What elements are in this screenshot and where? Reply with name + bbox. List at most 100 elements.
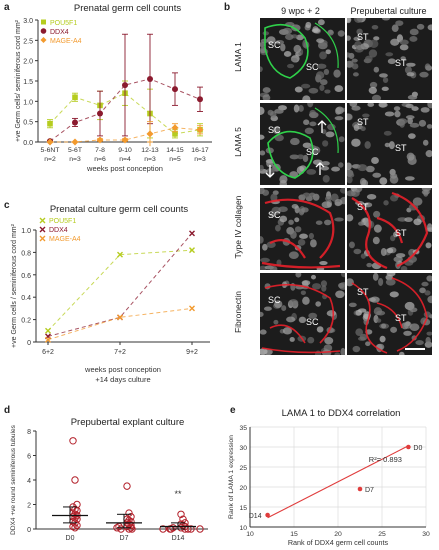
nucleus bbox=[366, 194, 377, 200]
x-tick-label: 6+2 bbox=[42, 349, 54, 356]
nucleus bbox=[388, 141, 395, 150]
fit-line bbox=[267, 445, 409, 519]
nucleus bbox=[262, 87, 271, 93]
nucleus bbox=[311, 283, 322, 290]
nucleus bbox=[372, 172, 382, 178]
x-tick-label: 25 bbox=[378, 531, 386, 538]
nucleus bbox=[262, 243, 268, 251]
nucleus bbox=[422, 139, 429, 146]
tissue-label: ST bbox=[357, 117, 369, 127]
data-point bbox=[96, 136, 104, 144]
nucleus bbox=[404, 217, 413, 223]
nucleus bbox=[409, 307, 418, 313]
legend-label: MAGE-A4 bbox=[49, 236, 81, 243]
y-tick-label: 2 bbox=[27, 503, 31, 510]
x-axis-label: weeks post conception bbox=[86, 164, 163, 173]
panel-b: b 9 wpc + 2 Prepubertal culture LAMA 1 L… bbox=[220, 0, 439, 380]
matrix-stain bbox=[351, 197, 388, 270]
x-tick-label: 10 bbox=[246, 531, 254, 538]
nucleus bbox=[425, 242, 432, 249]
arrow-icon bbox=[265, 165, 275, 178]
nucleus bbox=[297, 239, 306, 246]
nucleus bbox=[382, 77, 389, 83]
nucleus bbox=[260, 311, 264, 317]
chart-title: Prepubertal explant culture bbox=[70, 417, 185, 428]
arrow-icon bbox=[317, 120, 327, 133]
arrow-icon bbox=[315, 162, 325, 175]
nucleus bbox=[315, 301, 322, 307]
column-label-9wpc: 9 wpc + 2 bbox=[281, 6, 320, 16]
x-tick-label: D0 bbox=[66, 535, 75, 542]
nucleus bbox=[421, 281, 429, 287]
nucleus bbox=[298, 105, 304, 112]
nucleus bbox=[368, 49, 378, 58]
nucleus bbox=[393, 106, 401, 111]
nucleus bbox=[274, 108, 284, 114]
y-tick-label: 2.5 bbox=[23, 38, 33, 45]
nucleus bbox=[306, 169, 317, 175]
nucleus bbox=[338, 282, 345, 290]
nucleus bbox=[368, 297, 376, 302]
nucleus bbox=[288, 251, 299, 259]
nucleus bbox=[384, 111, 395, 117]
nucleus bbox=[340, 347, 345, 355]
micrograph-canvas bbox=[260, 273, 345, 355]
nucleus bbox=[347, 162, 352, 171]
basement-membrane-stain bbox=[314, 22, 339, 69]
nucleus bbox=[334, 217, 344, 222]
x-axis-label: Rank of DDX4 germ cell counts bbox=[288, 538, 389, 547]
x-tick-label: 16-17 bbox=[191, 147, 209, 154]
nucleus bbox=[395, 20, 404, 26]
nucleus bbox=[378, 277, 384, 286]
data-point bbox=[146, 130, 154, 138]
nucleus bbox=[355, 328, 364, 336]
nucleus bbox=[262, 94, 271, 100]
nucleus bbox=[283, 50, 292, 57]
data-point bbox=[117, 314, 123, 321]
nucleus bbox=[425, 336, 431, 345]
panel-letter: c bbox=[4, 200, 10, 211]
nucleus bbox=[301, 207, 309, 213]
panel-e: e LAMA 1 to DDX4 correlation 10 15 20 25 30 3… bbox=[220, 405, 439, 550]
x-tick-label: 20 bbox=[334, 531, 342, 538]
data-point bbox=[71, 514, 79, 522]
nucleus bbox=[401, 322, 409, 330]
basement-membrane-stain bbox=[267, 130, 314, 179]
nucleus bbox=[399, 44, 409, 51]
data-point bbox=[159, 525, 167, 533]
nucleus bbox=[334, 352, 341, 355]
chart-title: Prenatal culture germ cell counts bbox=[49, 204, 189, 215]
prepubertal-explant-chart: 0 2 4 6 8 DDX4 +ve round seminiferous tubules… bbox=[10, 424, 208, 542]
data-point bbox=[97, 110, 103, 117]
x-tick-label: 9-10 bbox=[118, 147, 132, 154]
basement-membrane-stain bbox=[264, 23, 309, 79]
x-count-label: n=5 bbox=[169, 156, 181, 163]
scale-bar bbox=[405, 348, 425, 350]
data-point bbox=[47, 120, 53, 127]
nucleus bbox=[351, 63, 359, 70]
tissue-label: ST bbox=[357, 202, 369, 212]
nucleus bbox=[263, 306, 272, 311]
significance-label: ** bbox=[174, 489, 182, 499]
y-tick-label: 1.0 bbox=[21, 228, 31, 235]
matrix-stain bbox=[351, 282, 388, 354]
nucleus bbox=[405, 103, 414, 109]
nucleus bbox=[302, 95, 311, 100]
tissue-label: ST bbox=[395, 313, 407, 323]
nucleus bbox=[266, 36, 276, 45]
y-tick-label: 0 bbox=[27, 527, 31, 534]
nucleus bbox=[309, 121, 317, 127]
x-axis-label: weeks post conception bbox=[84, 365, 161, 374]
nucleus bbox=[319, 51, 327, 60]
micrograph-canvas bbox=[347, 103, 432, 185]
tissue-label: ST bbox=[395, 143, 407, 153]
nucleus bbox=[408, 133, 416, 139]
micrograph-image: ST ST bbox=[347, 103, 432, 185]
nucleus bbox=[331, 166, 340, 172]
nucleus bbox=[347, 35, 351, 41]
data-point bbox=[357, 486, 363, 492]
nucleus bbox=[427, 295, 432, 304]
series-line bbox=[47, 307, 193, 341]
y-tick-label: 1.0 bbox=[23, 99, 33, 106]
data-point bbox=[127, 521, 135, 530]
